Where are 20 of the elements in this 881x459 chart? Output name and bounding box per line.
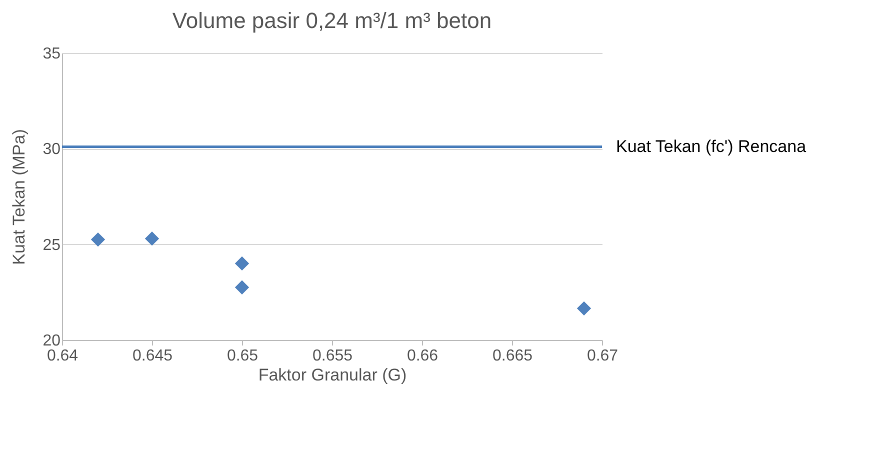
point: [234, 280, 250, 294]
y-tick-label: 35: [42, 46, 61, 62]
ref-line-label: Kuat Tekan (fc') Rencana: [616, 136, 807, 156]
y-tick-label: 20: [42, 332, 61, 350]
point: [234, 256, 250, 271]
x-tick-label: 0.655: [312, 348, 353, 364]
x-tick-label: 0.64: [46, 348, 78, 364]
y-tick-label: 30: [42, 141, 61, 158]
x-tick-label: 0.67: [586, 348, 618, 364]
x-tick-label: 0.65: [226, 348, 258, 364]
x-axis-title: Faktor Granular (G): [258, 366, 407, 384]
chart-title: Volume pasir 0,24 m³/1 m³ beton: [172, 8, 492, 33]
point: [90, 232, 106, 247]
point: [144, 232, 160, 246]
point: [576, 301, 592, 316]
y-axis-title: Kuat Tekan (MPa): [10, 129, 29, 265]
y-tick-label: 25: [42, 236, 61, 254]
x-tick-label: 0.645: [132, 348, 173, 364]
x-tick-label: 0.66: [406, 348, 438, 364]
x-tick-label: 0.665: [492, 348, 533, 364]
